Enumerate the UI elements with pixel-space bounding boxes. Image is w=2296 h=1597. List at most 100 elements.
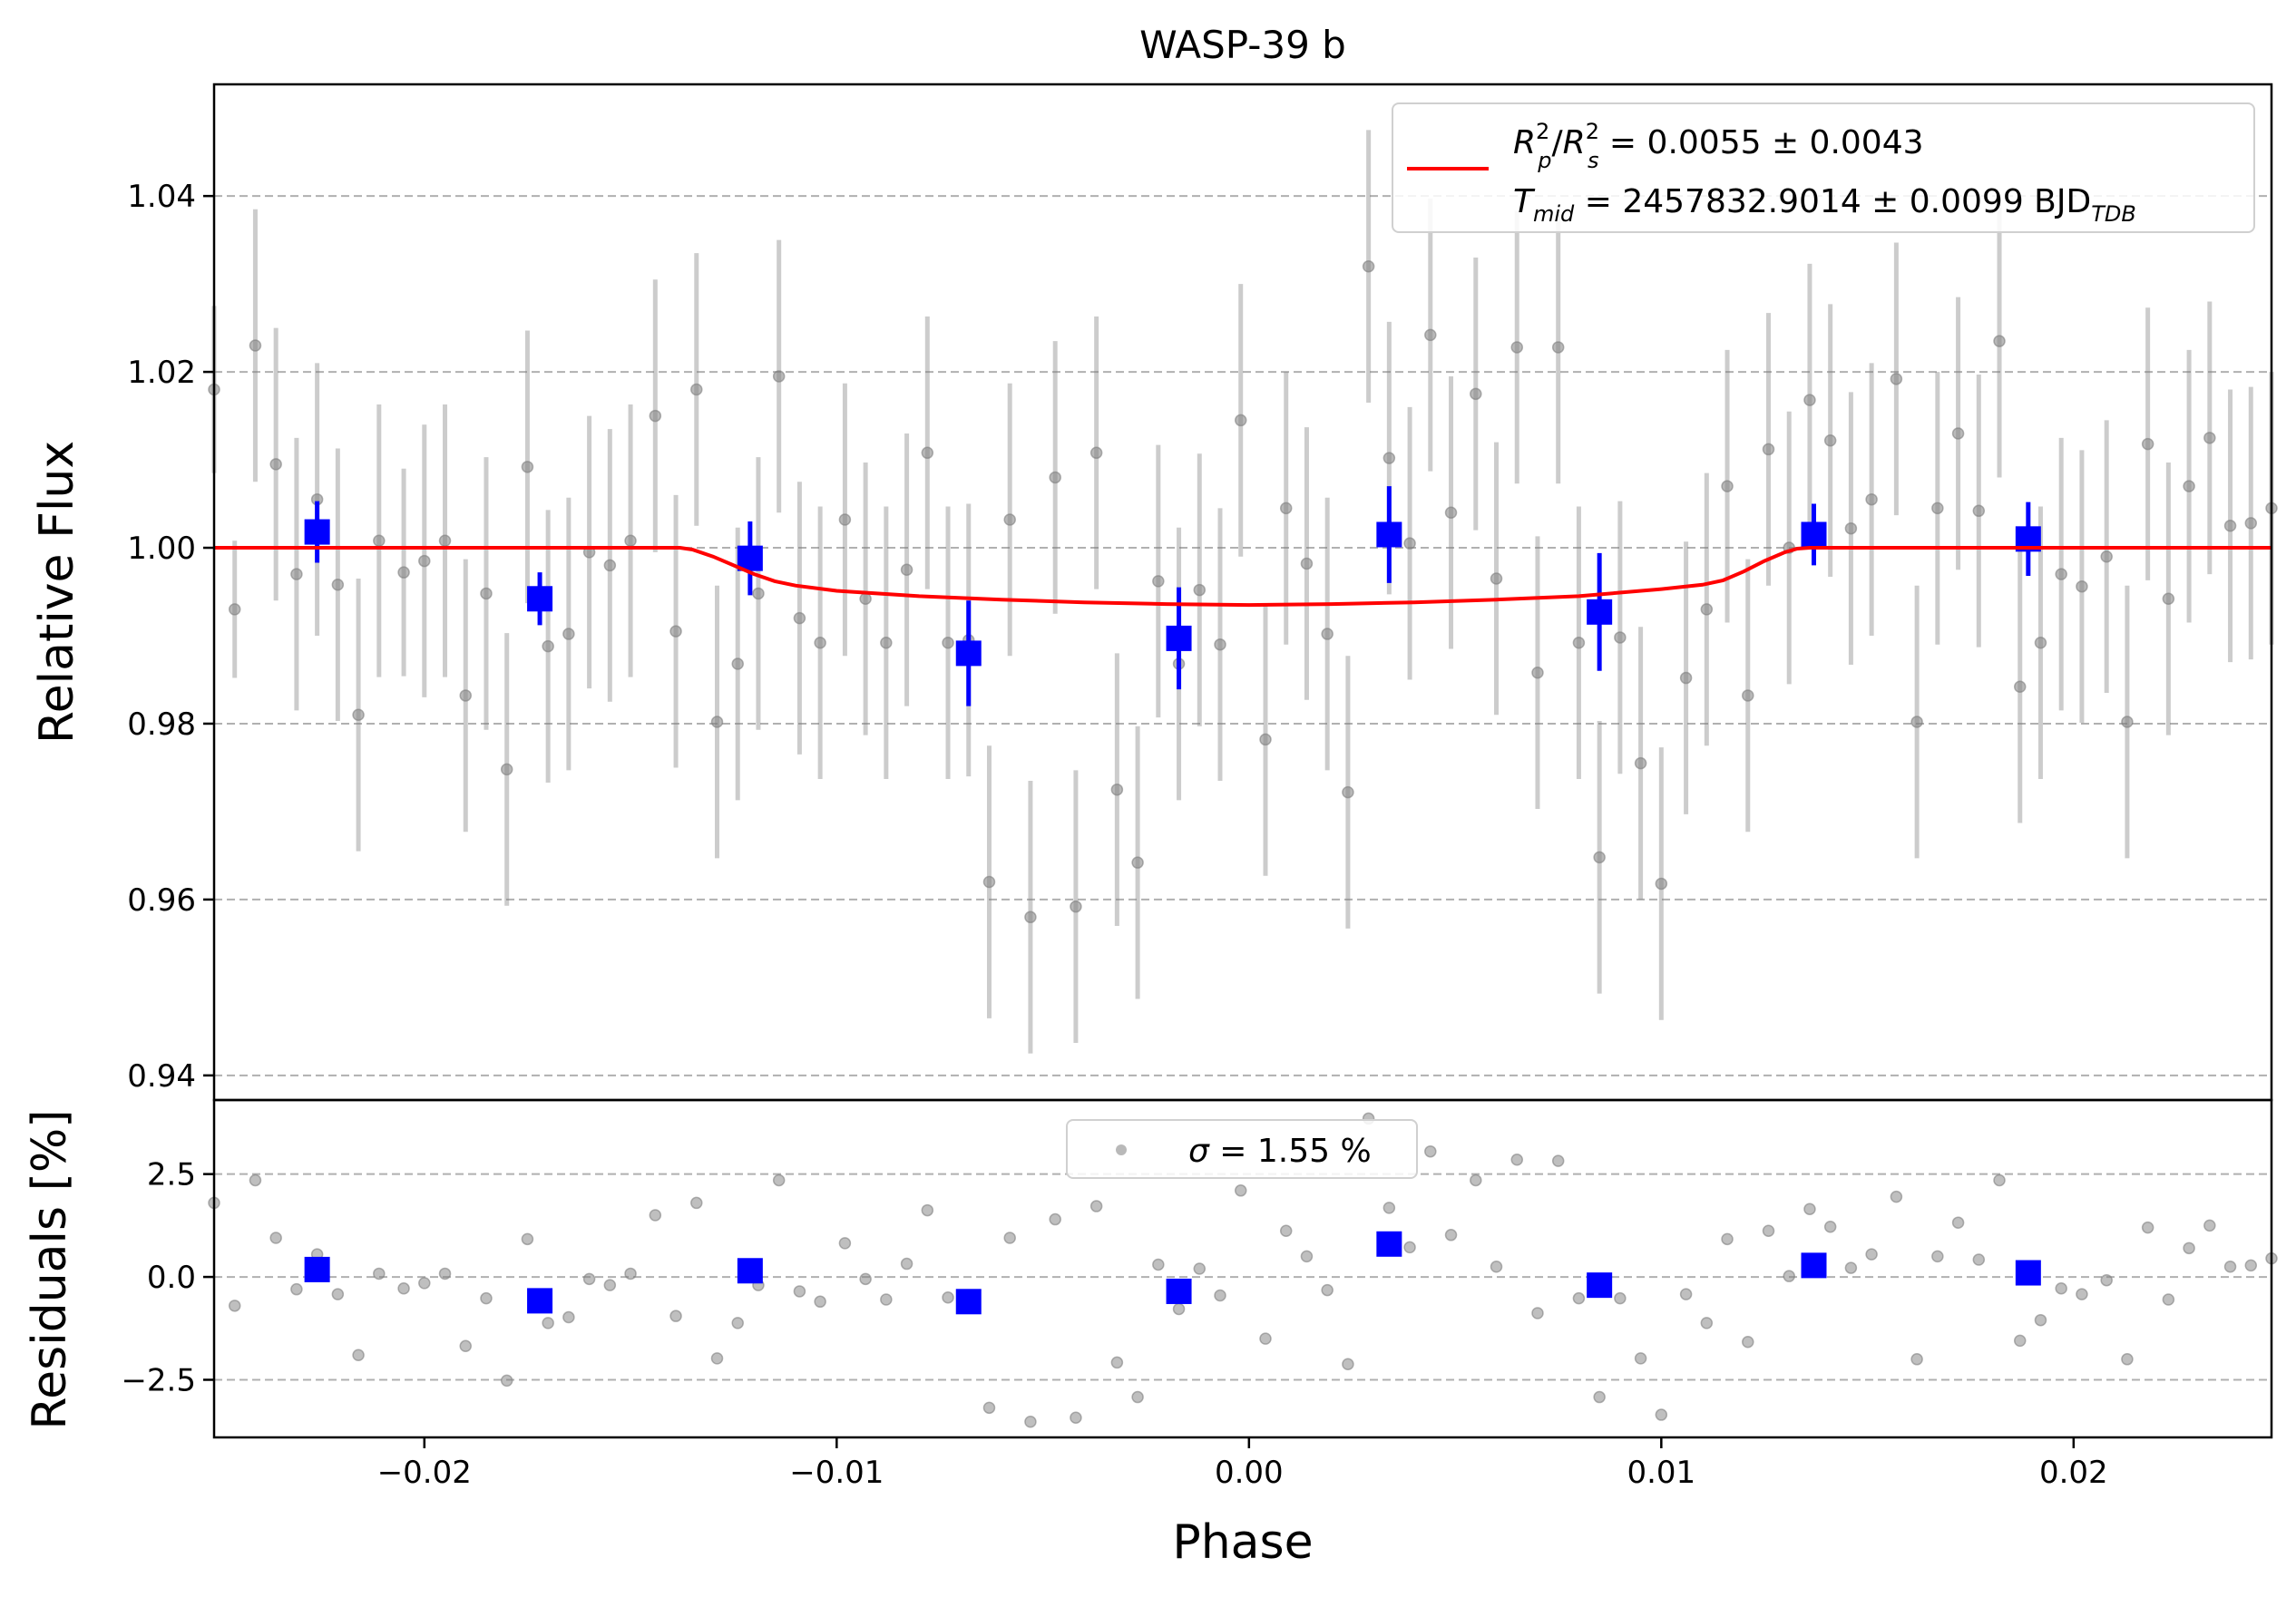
legend-tmid-value: = 2457832.9014 ± 0.0099 BJD xyxy=(1574,183,2091,220)
raw-residual-point xyxy=(793,1285,806,1298)
raw-residual-point xyxy=(1024,1416,1037,1428)
bottom-raw-residuals xyxy=(208,1112,2278,1428)
raw-residual-point xyxy=(1470,1173,1482,1187)
x-ticks: −0.02 −0.01 0.00 0.01 0.02 xyxy=(377,1437,2108,1491)
raw-residual-point xyxy=(1321,1283,1334,1297)
raw-point xyxy=(690,383,703,396)
top-y-ticks: 0.94 0.96 0.98 1.00 1.02 1.04 xyxy=(127,179,214,1095)
raw-point xyxy=(1490,572,1503,585)
raw-point xyxy=(1803,394,1816,406)
bottom-y-ticks: −2.5 0.0 2.5 xyxy=(121,1157,214,1398)
legend-sigma-value: = 1.55 % xyxy=(1209,1133,1372,1170)
raw-residual-point xyxy=(2203,1219,2216,1232)
binned-point xyxy=(1166,625,1192,651)
raw-residual-point xyxy=(1300,1250,1314,1263)
top-y-tick-label: 0.94 xyxy=(127,1058,196,1095)
raw-residual-point xyxy=(1551,1154,1565,1167)
raw-residual-point xyxy=(1382,1202,1396,1214)
raw-point xyxy=(793,611,806,625)
chart-title: WASP-39 b xyxy=(1139,23,1346,67)
binned-residual-point xyxy=(2015,1260,2041,1286)
raw-residual-point xyxy=(603,1279,617,1291)
binned-residual-point xyxy=(1376,1231,1402,1257)
raw-residual-point xyxy=(2076,1288,2088,1300)
x-tick-label: 0.02 xyxy=(2039,1455,2108,1491)
raw-point xyxy=(1823,433,1837,447)
raw-residual-point xyxy=(2013,1334,2027,1348)
raw-point xyxy=(1890,373,1903,385)
raw-point xyxy=(269,458,282,471)
raw-point xyxy=(2076,579,2088,593)
raw-residual-point xyxy=(2100,1273,2113,1287)
raw-point xyxy=(669,625,682,638)
raw-point xyxy=(772,370,786,383)
top-raw-points xyxy=(208,130,2278,1054)
raw-point xyxy=(2244,517,2258,530)
binned-point xyxy=(955,640,982,667)
raw-point xyxy=(249,339,262,352)
raw-residual-point xyxy=(1993,1173,2006,1187)
raw-residual-point xyxy=(1951,1216,1965,1229)
legend-sigma: σ = 1.55 % xyxy=(1188,1133,1372,1170)
raw-residual-point xyxy=(542,1317,554,1329)
raw-point xyxy=(2141,437,2154,451)
raw-point xyxy=(752,587,765,600)
x-tick-label: 0.01 xyxy=(1627,1455,1695,1491)
top-y-tick-label: 1.04 xyxy=(127,179,196,215)
raw-residual-point xyxy=(562,1310,575,1324)
raw-residual-point xyxy=(1910,1353,1923,1366)
binned-point xyxy=(1801,521,1827,548)
raw-point xyxy=(2203,432,2216,444)
legend-tmid: Tmid = 2457832.9014 ± 0.0099 BJDTDB xyxy=(1513,183,2136,227)
raw-residual-point xyxy=(480,1291,493,1305)
bottom-y-tick-label: −2.5 xyxy=(121,1362,196,1398)
raw-residual-point xyxy=(624,1267,637,1281)
raw-point xyxy=(731,657,744,670)
raw-residual-point xyxy=(1259,1332,1272,1345)
raw-residual-point xyxy=(772,1173,786,1187)
legend-t-symbol: T xyxy=(1513,183,1536,220)
top-y-axis-label: Relative Flux xyxy=(30,441,84,744)
binned-residual-point xyxy=(304,1256,330,1282)
raw-residual-point xyxy=(1783,1270,1795,1282)
raw-residual-point xyxy=(228,1300,241,1312)
legend-rp-symbol: R xyxy=(1513,124,1536,161)
raw-point xyxy=(1362,259,1375,273)
raw-residual-point xyxy=(1572,1291,1586,1305)
bottom-y-tick-label: 2.5 xyxy=(147,1157,196,1193)
raw-point xyxy=(2034,637,2047,649)
binned-point xyxy=(1587,599,1613,625)
raw-point xyxy=(1721,480,1734,492)
legend-residual-swatch xyxy=(1116,1144,1127,1155)
raw-point xyxy=(1259,733,1272,746)
raw-point xyxy=(480,587,493,600)
raw-residual-point xyxy=(1234,1184,1247,1197)
raw-point xyxy=(2223,520,2237,532)
raw-residual-point xyxy=(1614,1291,1627,1305)
raw-residual-point xyxy=(1762,1224,1775,1238)
raw-point xyxy=(1049,471,1061,484)
raw-residual-point xyxy=(1444,1229,1458,1242)
raw-residual-point xyxy=(1070,1411,1082,1424)
raw-point xyxy=(1403,537,1416,550)
legend-rs-sup: 2 xyxy=(1586,119,1599,144)
raw-point xyxy=(942,637,954,649)
raw-point xyxy=(373,534,386,548)
binned-point xyxy=(304,519,330,545)
raw-residual-point xyxy=(1152,1258,1165,1271)
x-tick-label: 0.00 xyxy=(1215,1455,1284,1491)
raw-residual-point xyxy=(331,1288,345,1300)
raw-point xyxy=(710,716,724,728)
binned-residual-point xyxy=(1801,1252,1827,1279)
raw-residual-point xyxy=(838,1237,852,1250)
raw-residual-point xyxy=(2223,1260,2237,1273)
raw-point xyxy=(2183,480,2195,492)
legend-rs-symbol: R xyxy=(1563,124,1586,161)
raw-point xyxy=(624,534,637,548)
raw-point xyxy=(1342,785,1354,799)
raw-residual-point xyxy=(1279,1224,1293,1238)
bottom-panel: −2.5 0.0 2.5 Residuals [%] σ = 1.55 % xyxy=(23,1098,2278,1439)
raw-point xyxy=(814,637,826,649)
raw-point xyxy=(1679,671,1693,685)
raw-residual-point xyxy=(249,1173,262,1187)
